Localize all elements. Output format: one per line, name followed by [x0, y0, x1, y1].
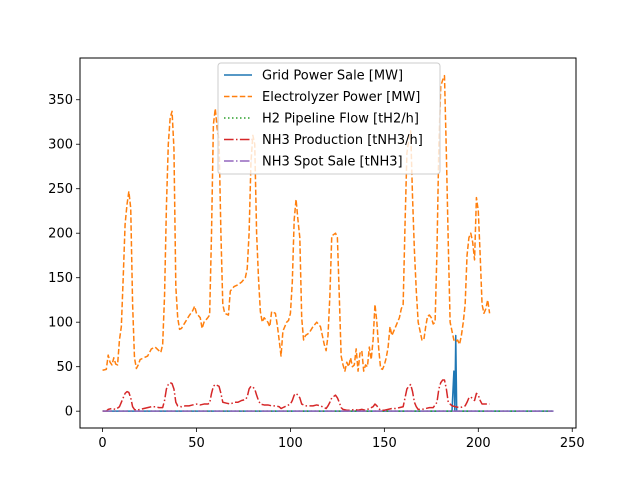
y-tick-label: 350	[48, 93, 73, 108]
legend-label-0: Grid Power Sale [MW]	[262, 69, 403, 84]
y-tick-label: 200	[48, 227, 73, 242]
legend: Grid Power Sale [MW] Electrolyzer Power […	[217, 62, 441, 175]
plot-area-frame	[79, 57, 577, 429]
x-tick-label: 0	[98, 436, 106, 451]
x-axis: 0 50 100 150 200 250	[98, 428, 585, 451]
legend-label-4: NH3 Spot Sale [tNH3]	[262, 155, 403, 170]
y-tick-label: 100	[48, 316, 73, 331]
y-tick-label: 250	[48, 182, 73, 197]
x-tick-label: 100	[278, 436, 303, 451]
x-tick-label: 50	[188, 436, 205, 451]
series-layer	[102, 74, 554, 412]
legend-label-2: H2 Pipeline Flow [tH2/h]	[262, 112, 419, 127]
y-axis: 0 50 100 150 200 250 300 350	[48, 93, 80, 420]
x-tick-label: 250	[560, 436, 585, 451]
legend-label-3: NH3 Production [tNH3/h]	[262, 133, 423, 148]
y-tick-label: 150	[48, 271, 73, 286]
legend-label-1: Electrolyzer Power [MW]	[262, 90, 420, 105]
x-tick-label: 200	[466, 436, 491, 451]
y-tick-label: 0	[65, 405, 73, 420]
x-tick-label: 150	[372, 436, 397, 451]
series-line-1	[102, 74, 491, 372]
y-tick-label: 300	[48, 138, 73, 153]
series-line-3	[102, 379, 490, 412]
y-tick-label: 50	[56, 360, 73, 375]
legend-box	[217, 62, 441, 175]
